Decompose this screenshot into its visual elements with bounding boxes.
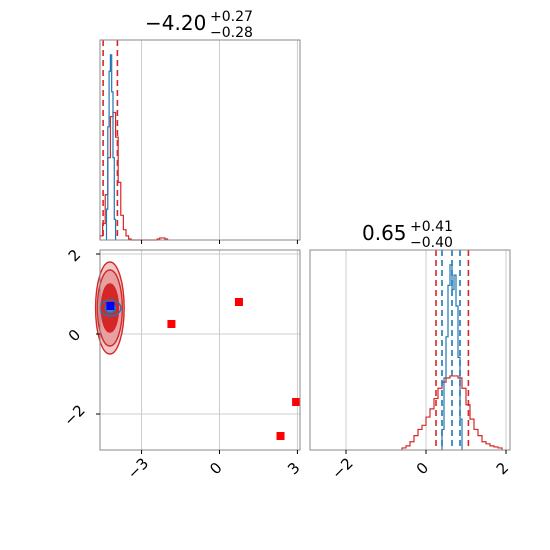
grid [141,40,298,240]
scatter-point-series-0 [292,398,301,406]
y-tick-label: 0 [65,326,84,345]
x-tick-label: 0 [206,459,225,478]
x-tick-label: 2 [493,459,512,478]
axes-frame [99,39,301,241]
title-value: 0.65 [362,221,407,245]
x-tick-label: 0 [413,459,432,478]
x-ticks: −3 0 3 [124,450,304,483]
quantile-lines [102,40,119,240]
quantile-lines [435,250,470,450]
histogram-series-1 [105,54,117,240]
histogram-series-0 [401,375,503,450]
scatter-point-series-0 [276,432,285,440]
scatter-point-series-1 [106,302,115,310]
panel-hist-param-1: −4.20 +0.27 −0.28 [99,9,301,244]
x-ticks [141,240,298,244]
axes-frame [99,249,301,451]
scatter-points [106,298,301,440]
y-tick-label: −2 [60,401,88,429]
histogram-series-0 [99,111,169,241]
x-tick-label: 3 [284,459,303,478]
histograms [401,264,503,450]
y-tick-label: 2 [65,246,84,265]
title-upper-error: +0.27 [210,9,253,25]
panel-scatter-2d: −3 0 3 −2 0 2 [60,246,303,483]
grid [100,250,300,450]
panel-title: 0.65 +0.41 −0.40 [362,219,453,251]
x-ticks: −2 0 2 [328,450,512,483]
x-tick-label: −2 [328,454,356,482]
histograms [99,54,169,241]
histogram-series-1 [441,264,463,450]
title-upper-error: +0.41 [410,219,453,235]
axes-frame [309,249,511,451]
panel-title: −4.20 +0.27 −0.28 [145,9,253,41]
title-value: −4.20 [145,11,206,35]
scatter-point-series-0 [234,298,243,306]
title-lower-error: −0.28 [210,25,253,41]
panel-hist-param-2: −2 0 2 0.65 +0.41 −0.40 [309,219,512,483]
x-tick-label: −3 [124,454,152,482]
title-lower-error: −0.40 [410,235,453,251]
y-ticks: −2 0 2 [60,246,100,430]
scatter-point-series-0 [167,320,176,328]
